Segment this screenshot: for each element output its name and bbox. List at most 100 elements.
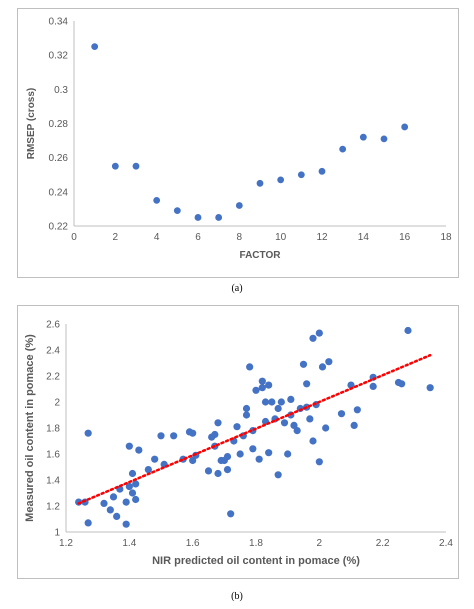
- data-point: [297, 171, 305, 179]
- x-tick-label: 1.4: [122, 538, 136, 549]
- x-tick-label: 4: [154, 232, 160, 243]
- y-tick-label: 1.8: [46, 424, 60, 435]
- y-tick-label: 0.34: [49, 17, 69, 28]
- data-point: [293, 427, 301, 435]
- data-point: [322, 424, 330, 432]
- oil-content-scatter-chart: 1.2 1.4 1.6 1.8 2 2.2 2.411.21.41.61.822.22.42…: [24, 320, 453, 568]
- data-point: [227, 510, 235, 518]
- data-point: [122, 498, 130, 506]
- data-point: [242, 404, 251, 413]
- figure-caption-a: (a): [231, 283, 243, 294]
- x-tick-label: 2.2: [376, 538, 390, 549]
- data-point: [214, 419, 222, 427]
- data-point: [306, 415, 314, 423]
- data-point: [189, 456, 197, 465]
- x-tick-label: 2: [317, 538, 323, 549]
- x-axis-title: FACTOR: [240, 250, 282, 261]
- data-point: [153, 196, 161, 204]
- data-point: [214, 469, 222, 478]
- data-point: [315, 329, 323, 337]
- data-point: [157, 432, 165, 440]
- data-point: [236, 450, 244, 458]
- data-point: [284, 450, 292, 458]
- data-point: [309, 334, 317, 342]
- data-point: [325, 358, 333, 366]
- data-point: [242, 411, 251, 419]
- data-point: [144, 466, 152, 474]
- data-point: [106, 506, 114, 514]
- data-point: [350, 421, 358, 429]
- y-axis-title: RMSEP (cross): [26, 88, 37, 160]
- data-point: [122, 520, 130, 528]
- data-point: [280, 419, 289, 427]
- x-tick-label: 14: [358, 232, 370, 243]
- data-point: [401, 123, 409, 131]
- y-tick-label: 1: [54, 528, 60, 539]
- x-tick-label: 1.2: [59, 538, 73, 549]
- y-tick-label: 0.26: [49, 153, 69, 164]
- y-tick-label: 2.2: [46, 372, 60, 383]
- data-point: [125, 442, 133, 450]
- figure-caption-b: (b): [231, 591, 243, 602]
- data-point: [170, 432, 178, 440]
- data-point: [128, 469, 137, 478]
- data-point: [151, 455, 159, 463]
- x-tick-label: 1.6: [186, 538, 200, 549]
- data-point: [353, 406, 361, 414]
- data-point: [233, 423, 241, 431]
- data-point: [256, 179, 264, 187]
- data-point: [173, 207, 181, 215]
- y-tick-label: 1.2: [46, 502, 60, 513]
- data-point: [132, 495, 140, 504]
- chart-panel-b: 1.2 1.4 1.6 1.8 2 2.2 2.4 1 1.2 1.4 1.6 1.8 2 2.2 2.4 2…: [17, 305, 459, 579]
- data-point: [426, 384, 434, 392]
- data-point: [339, 145, 347, 153]
- data-point: [277, 398, 285, 406]
- data-point: [246, 363, 254, 371]
- data-point: [204, 467, 213, 475]
- rmsep-scatter-chart: 0 2 4 6 8 10 12 14 16 18 0.22 0.24 0.26 0.28 0.3 0.32 0.…: [26, 17, 452, 262]
- data-point: [109, 493, 118, 501]
- data-point: [235, 202, 243, 209]
- y-tick-label: 2.6: [46, 320, 60, 331]
- data-point: [258, 377, 266, 385]
- x-tick-label: 0: [71, 232, 77, 243]
- data-point: [277, 176, 285, 184]
- data-point: [113, 512, 121, 520]
- x-axis-title: NIR predicted oil content in pomace (%): [152, 555, 360, 567]
- data-point: [318, 363, 327, 371]
- data-point: [215, 214, 223, 221]
- data-point: [359, 133, 367, 141]
- data-point: [211, 430, 219, 439]
- x-tick-label: 16: [399, 232, 411, 243]
- data-point: [398, 380, 406, 388]
- data-point: [261, 398, 270, 406]
- data-point: [91, 43, 99, 51]
- y-tick-label: 1.6: [46, 450, 60, 461]
- data-point: [132, 480, 140, 488]
- data-point: [268, 398, 276, 406]
- y-tick-label: 2.4: [46, 346, 60, 357]
- data-point: [337, 410, 346, 418]
- data-point: [290, 421, 298, 429]
- data-point: [258, 384, 266, 392]
- x-tick-label: 10: [275, 232, 287, 243]
- data-point: [255, 455, 263, 463]
- data-point: [84, 429, 92, 437]
- data-point: [315, 458, 323, 466]
- data-point: [194, 214, 202, 221]
- x-tick-label: 6: [195, 232, 201, 243]
- data-point: [369, 382, 377, 390]
- data-point: [274, 471, 282, 479]
- y-tick-label: 0.32: [49, 51, 69, 62]
- data-point: [100, 499, 108, 507]
- data-point: [309, 437, 317, 445]
- data-point: [299, 360, 308, 368]
- y-tick-label: 2: [54, 398, 60, 409]
- x-tick-label: 2.4: [439, 538, 453, 549]
- x-tick-label: 18: [440, 232, 452, 243]
- data-point: [380, 135, 388, 143]
- data-point: [135, 446, 143, 454]
- y-tick-label: 0.28: [49, 119, 69, 130]
- data-point: [132, 162, 140, 170]
